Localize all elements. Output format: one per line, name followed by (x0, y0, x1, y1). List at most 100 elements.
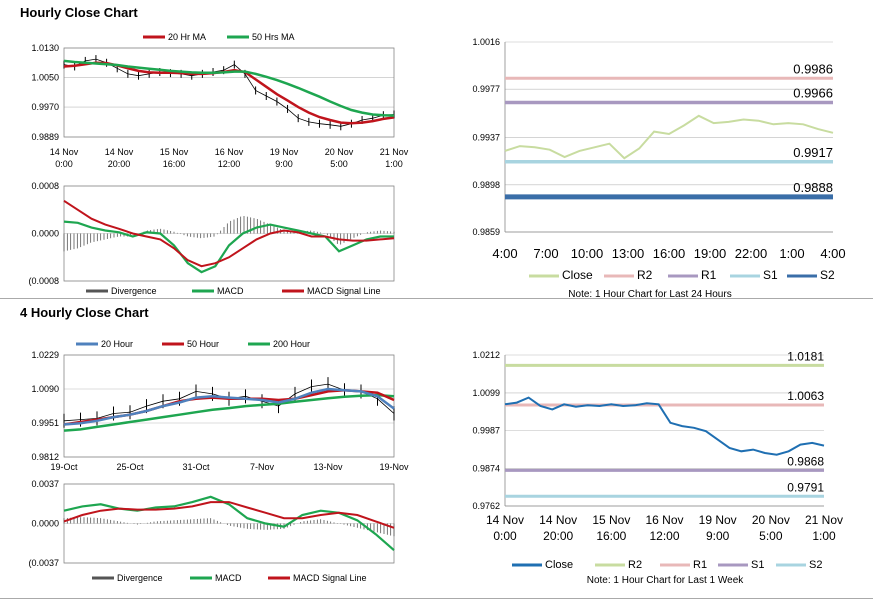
4hourly-price-legend-label: 50 Hour (187, 339, 219, 349)
hourly-levels-y-tick: 0.9859 (472, 227, 500, 237)
4hourly-levels-x-tick: 14 Nov (486, 513, 524, 527)
hourly-section-title: Hourly Close Chart (20, 5, 138, 20)
4hourly-200-line (63, 393, 395, 432)
hourly-price-x-tick: 12:00 (218, 159, 241, 169)
4hourly-levels-x-tick: 15 Nov (592, 513, 630, 527)
4hourly-price-frame (63, 354, 395, 458)
4hourly-levels-y-tick: 0.9987 (472, 426, 500, 436)
hourly-price-x-tick: 0:00 (55, 159, 73, 169)
hourly-macd-y-tick: (0.0008 (28, 276, 59, 286)
hourly-price-line (63, 58, 395, 127)
4hourly-levels-y-tick: 1.0212 (472, 350, 500, 360)
hourly-levels-x-tick: 4:00 (820, 246, 845, 261)
hourly-price-x-tick: 9:00 (275, 159, 293, 169)
4hourly-price-x-tick: 31-Oct (182, 462, 210, 472)
4hourly-levels-x-tick: 5:00 (759, 529, 783, 543)
hourly-price-legend-label: 50 Hrs MA (252, 32, 295, 42)
hourly-levels-y-tick: 0.9977 (472, 84, 500, 94)
hourly-levels-x-tick: 7:00 (533, 246, 558, 261)
4hourly-levels-x-tick: 20:00 (543, 529, 573, 543)
section-divider (0, 298, 873, 299)
4hourly-macd-y-tick: (0.0037 (28, 558, 59, 568)
hourly-levels-legend-label: S2 (820, 268, 835, 282)
hourly-macd-legend-label: MACD (217, 286, 244, 296)
4hourly-price-legend-label: 20 Hour (101, 339, 133, 349)
hourly-levels-legend-label: Close (562, 268, 593, 282)
hourly-levels-legend-label: R2 (637, 268, 653, 282)
hourly-level-s1-label: 0.9917 (793, 145, 833, 160)
hourly-price-x-tick: 16 Nov (215, 147, 244, 157)
hourly-levels-note: Note: 1 Hour Chart for Last 24 Hours (568, 289, 731, 300)
4hourly-price-x-tick: 7-Nov (250, 462, 275, 472)
4hourly-levels-y-tick: 0.9874 (472, 463, 500, 473)
4hourly-levels-legend-label: Close (545, 559, 573, 571)
hourly-levels-x-tick: 22:00 (735, 246, 768, 261)
4hourly-price-legend-label: 200 Hour (273, 339, 310, 349)
hourly-level-r2-label: 0.9986 (793, 61, 833, 76)
hourly-levels-legend-label: S1 (763, 268, 778, 282)
hourly-price-x-tick: 16:00 (163, 159, 186, 169)
hourly-price-x-tick: 15 Nov (160, 147, 189, 157)
hourly-price-y-tick: 1.0130 (31, 43, 59, 53)
4hourly-price-x-tick: 13-Nov (313, 462, 343, 472)
4hourly-price-y-tick: 1.0229 (31, 350, 59, 360)
4hourly-price-x-tick: 19-Oct (50, 462, 78, 472)
bottom-divider (0, 598, 873, 599)
hourly-levels-x-tick: 16:00 (653, 246, 686, 261)
hourly-price-y-tick: 1.0050 (31, 73, 59, 83)
4hourly-level-r2-label: 1.0181 (787, 349, 824, 363)
hourly-levels-x-tick: 1:00 (779, 246, 804, 261)
4hourly-macd-y-tick: 0.0000 (31, 519, 59, 529)
4hourly-section-title: 4 Hourly Close Chart (20, 305, 149, 320)
hourly-signal-line (63, 199, 395, 268)
hourly-price-x-tick: 1:00 (385, 159, 403, 169)
4hourly-levels-x-tick: 12:00 (649, 529, 679, 543)
hourly-levels-x-tick: 19:00 (694, 246, 727, 261)
hourly-price-frame (63, 47, 395, 138)
4hourly-levels-y-tick: 1.0099 (472, 388, 500, 398)
hourly-macd-y-tick: 0.0000 (31, 229, 59, 239)
hourly-price-y-tick: 0.9970 (31, 102, 59, 112)
hourly-levels-x-tick: 13:00 (612, 246, 645, 261)
hourly-levels-y-tick: 1.0016 (472, 37, 500, 47)
4hourly-macd-y-tick: 0.0037 (31, 479, 59, 489)
4hourly-levels-x-tick: 21 Nov (805, 513, 843, 527)
4hourly-close-line (504, 396, 825, 456)
hourly-levels-legend-label: R1 (701, 268, 717, 282)
4hourly-price-y-tick: 0.9951 (31, 418, 59, 428)
4hourly-levels-x-tick: 16:00 (596, 529, 626, 543)
4hourly-levels-legend-label: R1 (693, 559, 707, 571)
4hourly-macd-legend-label: Divergence (117, 573, 163, 583)
4hourly-levels-legend-label: S1 (751, 559, 764, 571)
hourly-macd-y-tick: 0.0008 (31, 181, 59, 191)
4hourly-levels-legend-label: R2 (628, 559, 642, 571)
hourly-level-r1-label: 0.9966 (793, 86, 833, 101)
hourly-price-x-tick: 19 Nov (270, 147, 299, 157)
hourly-price-x-tick: 20 Nov (325, 147, 354, 157)
4hourly-price-x-tick: 25-Oct (116, 462, 144, 472)
4hourly-level-s1-label: 0.9868 (787, 454, 824, 468)
hourly-levels-y-tick: 0.9898 (472, 180, 500, 190)
4hourly-macd-legend-label: MACD (215, 573, 242, 583)
4hourly-levels-x-tick: 20 Nov (752, 513, 790, 527)
4hourly-macd-legend-label: MACD Signal Line (293, 573, 367, 583)
hourly-price-x-tick: 14 Nov (50, 147, 79, 157)
4hourly-signal-line (63, 501, 395, 529)
hourly-ma50-line (63, 59, 395, 117)
hourly-price-x-tick: 21 Nov (380, 147, 409, 157)
4hourly-levels-x-tick: 0:00 (493, 529, 517, 543)
hourly-close-line (504, 114, 834, 160)
hourly-macd-legend-label: MACD Signal Line (307, 286, 381, 296)
4hourly-price-x-tick: 19-Nov (379, 462, 409, 472)
hourly-levels-y-tick: 0.9937 (472, 133, 500, 143)
hourly-level-s2-label: 0.9888 (793, 180, 833, 195)
hourly-price-y-tick: 0.9889 (31, 132, 59, 142)
hourly-price-x-tick: 14 Nov (105, 147, 134, 157)
4hourly-levels-note: Note: 1 Hour Chart for Last 1 Week (587, 575, 745, 586)
4hourly-levels-y-tick: 0.9762 (472, 501, 500, 511)
4hourly-levels-x-tick: 14 Nov (539, 513, 577, 527)
4hourly-20-line (63, 387, 395, 426)
hourly-price-x-tick: 5:00 (330, 159, 348, 169)
hourly-price-legend-label: 20 Hr MA (168, 32, 206, 42)
